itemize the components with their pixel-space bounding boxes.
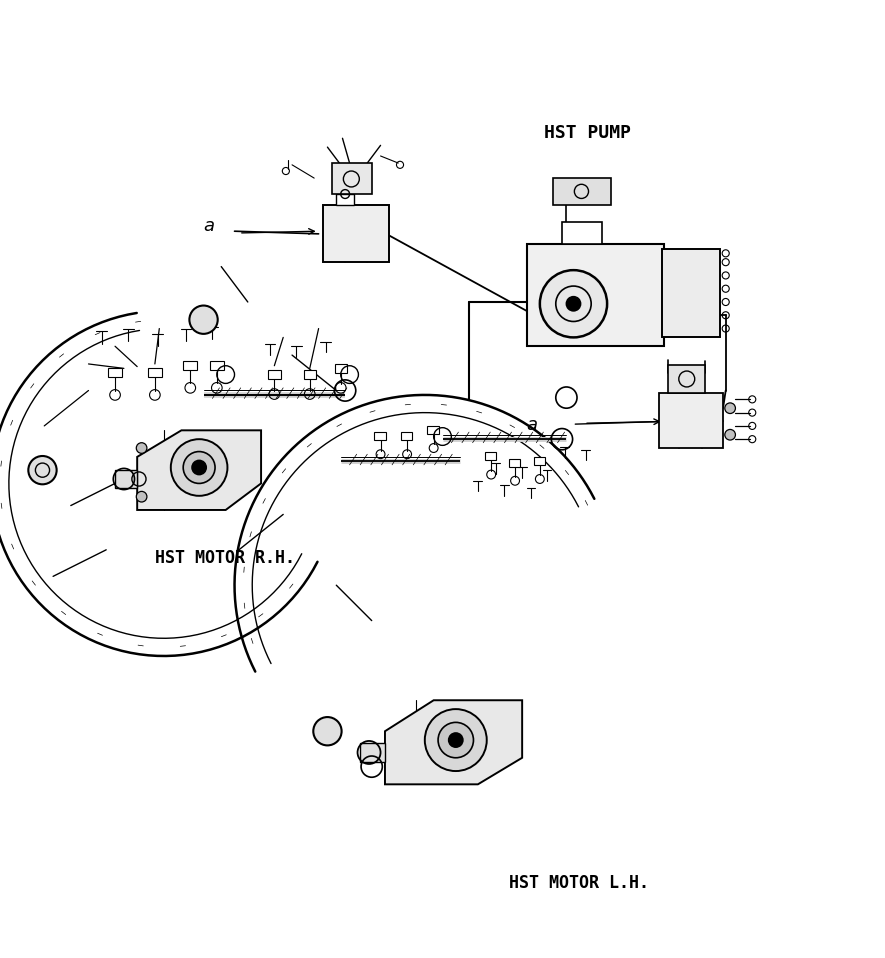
FancyBboxPatch shape (562, 222, 602, 244)
Circle shape (425, 709, 487, 771)
FancyBboxPatch shape (268, 370, 281, 379)
FancyBboxPatch shape (323, 205, 389, 262)
FancyBboxPatch shape (304, 370, 316, 379)
Circle shape (725, 403, 735, 414)
Circle shape (540, 270, 607, 337)
FancyBboxPatch shape (115, 470, 137, 488)
FancyBboxPatch shape (553, 178, 611, 205)
Circle shape (183, 451, 215, 484)
FancyBboxPatch shape (336, 194, 354, 205)
Circle shape (725, 429, 735, 440)
FancyBboxPatch shape (332, 163, 372, 194)
FancyBboxPatch shape (210, 361, 224, 370)
FancyBboxPatch shape (668, 365, 705, 393)
FancyBboxPatch shape (485, 452, 496, 461)
Circle shape (438, 722, 473, 758)
FancyBboxPatch shape (427, 426, 439, 434)
FancyBboxPatch shape (534, 457, 545, 465)
FancyBboxPatch shape (183, 361, 197, 370)
Text: HST MOTOR R.H.: HST MOTOR R.H. (155, 549, 295, 567)
Circle shape (189, 306, 218, 333)
FancyBboxPatch shape (662, 249, 720, 337)
FancyBboxPatch shape (527, 244, 664, 346)
Circle shape (566, 297, 581, 310)
Text: HST PUMP: HST PUMP (544, 125, 631, 143)
Text: HST MOTOR L.H.: HST MOTOR L.H. (509, 874, 649, 892)
Circle shape (449, 733, 463, 747)
Polygon shape (385, 700, 522, 785)
Circle shape (136, 443, 147, 453)
Text: a: a (527, 417, 537, 434)
Circle shape (28, 456, 57, 485)
Text: a: a (204, 217, 214, 236)
FancyBboxPatch shape (108, 369, 122, 377)
Circle shape (313, 718, 342, 745)
FancyBboxPatch shape (659, 393, 723, 448)
Polygon shape (137, 430, 261, 510)
FancyBboxPatch shape (401, 432, 412, 440)
FancyBboxPatch shape (148, 369, 162, 377)
FancyBboxPatch shape (509, 459, 520, 467)
Circle shape (136, 491, 147, 502)
FancyBboxPatch shape (335, 364, 347, 373)
FancyBboxPatch shape (374, 432, 386, 440)
Circle shape (171, 439, 227, 496)
Circle shape (192, 461, 206, 474)
FancyBboxPatch shape (360, 742, 385, 763)
